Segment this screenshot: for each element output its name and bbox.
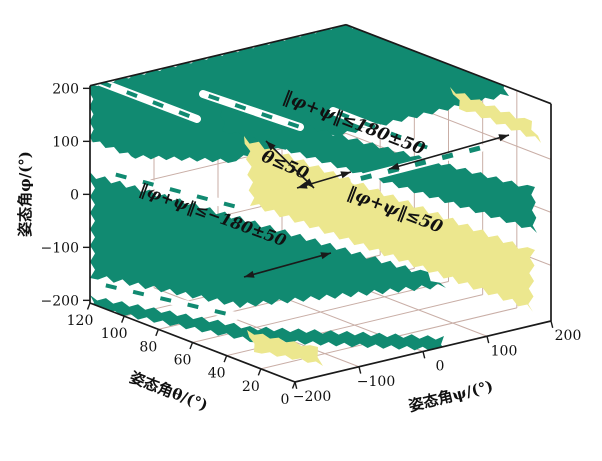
arrow-shaft — [265, 140, 315, 189]
theta-tick-label: 40 — [208, 366, 226, 382]
region-patch-green — [218, 100, 537, 233]
region-patch-yellow — [247, 330, 323, 366]
box-edge — [345, 23, 552, 105]
gap-streak-dashes — [354, 145, 481, 183]
range-arrow — [265, 140, 315, 189]
arrow-shaft — [243, 252, 332, 278]
psi-tick-mark — [422, 351, 426, 359]
range-arrow — [388, 134, 510, 170]
phi-tick-label: 100 — [52, 134, 79, 150]
phi-axis-title: 姿态角φ/(°) — [16, 151, 34, 237]
gap-streak-dashes — [332, 109, 437, 153]
phi-tick-label: 200 — [52, 81, 79, 97]
gap-streak — [199, 90, 304, 131]
range-arrow — [296, 171, 352, 189]
arrow-shaft — [388, 134, 510, 170]
arrow-head — [340, 171, 351, 179]
psi-tick-label: 100 — [491, 343, 518, 359]
arrow-head — [498, 134, 509, 142]
arrow-head — [266, 141, 276, 151]
gap-streak-dashes — [109, 171, 238, 209]
range-arrow — [243, 252, 332, 278]
box-edge — [89, 23, 347, 87]
theta-tick-label: 0 — [281, 392, 290, 408]
arrow-head — [389, 162, 400, 170]
theta-tick-mark — [223, 355, 228, 363]
theta-tick-mark — [121, 315, 125, 323]
theta-tick-mark — [257, 368, 262, 376]
gap-streak-dashes — [94, 78, 198, 121]
theta-tick-label: 20 — [242, 379, 260, 395]
psi-tick-label: 200 — [555, 328, 582, 344]
region-patch-yellow — [450, 87, 541, 143]
arrow-head — [297, 181, 308, 189]
theta-tick-label: 100 — [101, 326, 128, 342]
psi-tick-label: −200 — [293, 389, 331, 405]
phi-tick-label: 0 — [70, 187, 79, 203]
psi-tick-label: 0 — [436, 359, 445, 375]
gap-streak-dashes — [99, 282, 237, 318]
phi-tick-label: −100 — [41, 240, 79, 256]
psi-tick-mark — [550, 320, 554, 328]
theta-axis-title: 姿态角θ/(°) — [127, 368, 210, 414]
theta-tick-label: 80 — [139, 339, 157, 355]
psi-axis-title: 姿态角ψ/(°) — [407, 377, 495, 415]
arrow-head — [320, 252, 331, 260]
region-patch-green — [90, 172, 446, 308]
theta-tick-mark — [189, 342, 194, 350]
psi-tick-mark — [294, 381, 298, 389]
psi-tick-mark — [486, 336, 490, 344]
psi-tick-label: −100 — [357, 374, 395, 390]
region-patch-yellow — [244, 136, 535, 312]
region-patch-green — [90, 24, 509, 163]
phi-tick-label: −200 — [41, 293, 79, 309]
theta-tick-mark — [86, 302, 91, 310]
psi-tick-mark — [358, 366, 362, 374]
arrow-head — [244, 270, 255, 278]
theta-tick-label: 120 — [67, 313, 94, 329]
region-patch-green — [90, 295, 446, 352]
theta-tick-mark — [155, 329, 159, 337]
data-regions — [90, 24, 541, 366]
theta-tick-label: 60 — [174, 353, 192, 369]
arrow-head — [304, 178, 314, 188]
